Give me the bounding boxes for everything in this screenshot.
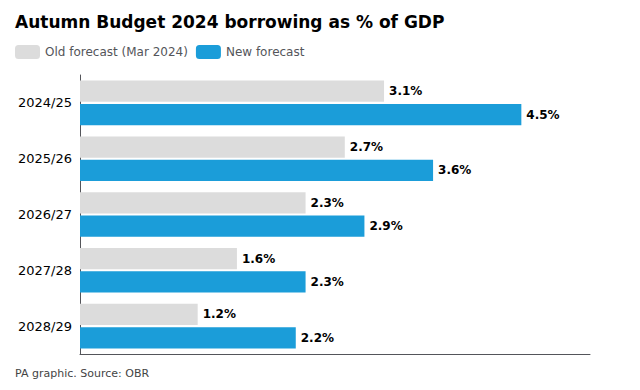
svg-text:Old forecast (Mar 2024): Old forecast (Mar 2024) bbox=[45, 45, 188, 59]
svg-text:Autumn Budget 2024 borrowing a: Autumn Budget 2024 borrowing as % of GDP bbox=[15, 12, 444, 32]
svg-text:4.5%: 4.5% bbox=[526, 108, 559, 122]
svg-text:2025/26: 2025/26 bbox=[18, 151, 72, 166]
svg-text:1.2%: 1.2% bbox=[203, 307, 236, 321]
svg-text:New forecast: New forecast bbox=[226, 45, 305, 59]
svg-text:2024/25: 2024/25 bbox=[18, 95, 72, 110]
svg-text:2028/29: 2028/29 bbox=[18, 319, 72, 334]
svg-text:PA graphic. Source: OBR: PA graphic. Source: OBR bbox=[15, 367, 149, 380]
svg-text:2.9%: 2.9% bbox=[369, 219, 402, 233]
svg-text:2.3%: 2.3% bbox=[311, 275, 344, 289]
svg-text:3.1%: 3.1% bbox=[389, 84, 422, 98]
svg-text:2026/27: 2026/27 bbox=[18, 207, 72, 222]
svg-text:2.7%: 2.7% bbox=[350, 140, 383, 154]
svg-text:2027/28: 2027/28 bbox=[18, 263, 72, 278]
svg-text:1.6%: 1.6% bbox=[242, 252, 275, 266]
svg-text:2.2%: 2.2% bbox=[301, 331, 334, 345]
svg-text:3.6%: 3.6% bbox=[438, 163, 471, 177]
svg-text:2.3%: 2.3% bbox=[311, 196, 344, 210]
